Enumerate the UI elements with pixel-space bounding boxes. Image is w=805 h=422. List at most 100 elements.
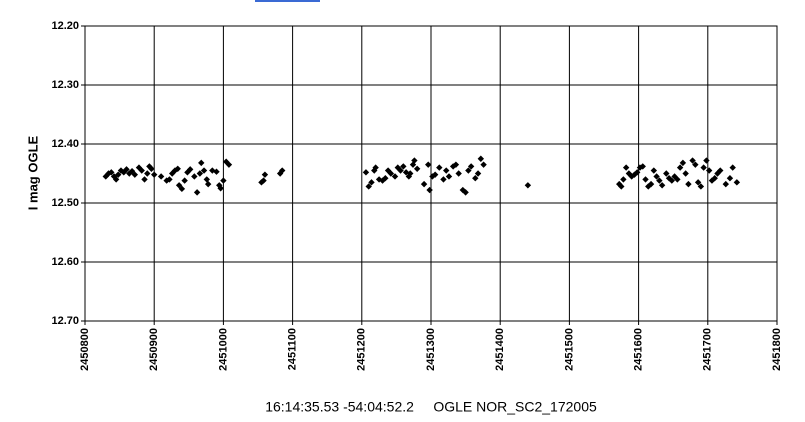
data-point [726,175,734,182]
data-point [148,165,155,172]
data-point [120,169,127,176]
data-point [462,189,469,196]
data-point [225,161,233,168]
data-point [115,171,122,178]
x-axis-label: 16:14:35.53 -54:04:52.2 OGLE NOR_SC2_172… [265,399,597,415]
data-point [112,176,120,183]
data-point [703,157,710,164]
data-point [186,166,194,173]
data-point [144,170,151,177]
x-tick-label: 2451800 [771,328,783,371]
data-point [668,177,676,184]
data-point [647,180,655,188]
data-point [431,171,439,178]
y-axis-label: I mag OGLE [25,135,40,210]
data-point [213,168,220,175]
data-point [178,185,186,193]
x-tick-label: 2450900 [148,328,160,371]
data-point [382,175,389,182]
y-tick-label: 12.60 [51,256,79,268]
data-point [181,177,188,184]
data-point [658,182,666,189]
data-point [692,161,699,168]
x-tick-label: 2450800 [79,328,91,371]
data-point [200,167,208,174]
data-point [443,167,450,174]
data-point [425,161,432,168]
x-tick-label: 2451700 [702,328,714,371]
data-point [472,175,479,182]
data-point [196,170,204,177]
y-tick-label: 12.40 [51,138,79,150]
y-tick-label: 12.30 [51,79,79,91]
data-point [141,176,148,183]
data-point [722,180,729,188]
data-point [174,165,181,172]
data-point [445,173,453,180]
data-point [400,163,407,170]
data-point [620,176,627,183]
data-point [260,177,267,184]
data-point [203,176,210,183]
data-point [191,173,198,180]
data-point [474,170,482,177]
y-tick-label: 12.50 [51,197,79,209]
data-point [639,163,646,170]
data-point [676,164,684,171]
data-point [665,175,673,182]
data-point [426,186,433,194]
data-point [689,157,696,164]
data-point [618,183,625,190]
data-point [674,176,681,183]
data-point [452,161,460,168]
data-point [105,170,112,177]
x-tick-label: 2451200 [356,328,368,371]
data-point [622,164,630,171]
data-point [714,170,721,177]
data-point [279,167,286,174]
data-point [365,183,372,190]
data-point [465,167,472,174]
data-point [480,161,487,168]
data-point [685,180,692,188]
data-point [198,159,205,167]
data-point [628,173,635,180]
data-point [711,175,718,182]
data-point [733,179,741,186]
data-point [455,170,462,177]
data-point [220,177,227,184]
x-tick-label: 2451100 [287,328,299,370]
y-tick-label: 12.70 [51,315,79,327]
data-point [193,189,201,196]
data-point [682,170,689,177]
x-tick-label: 2451000 [217,328,229,371]
data-point [131,171,139,178]
data-point [413,165,421,172]
data-point [217,185,224,192]
data-point [397,167,404,174]
data-point [694,179,702,186]
data-point [656,177,663,184]
y-tick-label: 12.20 [51,20,79,32]
data-point [697,183,705,190]
data-point [391,173,399,180]
tab-indicator [255,0,320,2]
data-point [138,167,145,174]
data-point [436,164,443,171]
data-point [166,176,173,183]
data-point [729,164,736,171]
data-point [407,170,414,177]
data-point [477,155,485,162]
data-point [653,173,660,180]
data-point [705,167,713,174]
data-point [108,169,115,176]
data-point [372,164,379,171]
data-point [440,176,447,183]
x-tick-label: 2451500 [563,328,575,371]
data-point [663,170,670,177]
data-point [368,179,375,186]
x-tick-label: 2451400 [494,328,506,371]
data-point [126,170,133,177]
